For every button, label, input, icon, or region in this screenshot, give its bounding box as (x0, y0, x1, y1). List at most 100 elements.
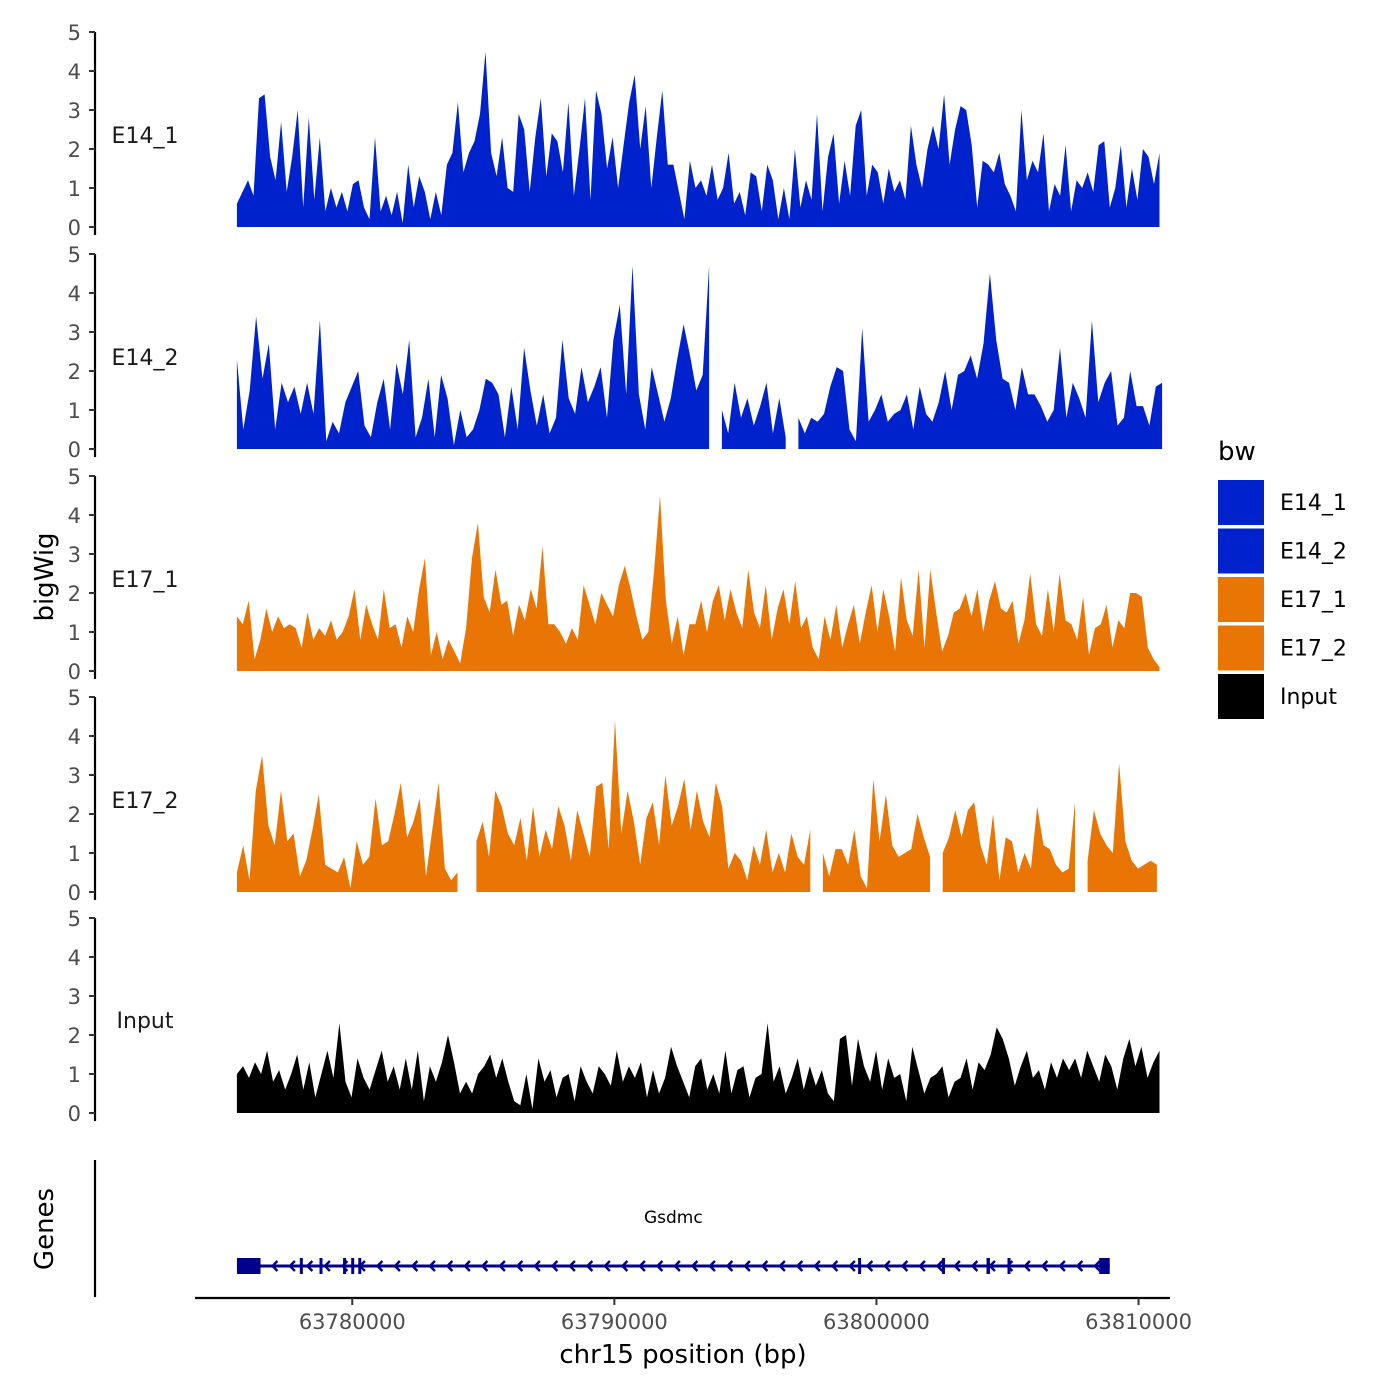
exon (351, 1258, 355, 1274)
y-tick-label: 5 (68, 21, 81, 45)
strand-arrow (935, 1260, 944, 1272)
strand-arrow (445, 1260, 454, 1272)
strand-arrow (918, 1260, 926, 1272)
y-tick-label: 0 (68, 881, 81, 905)
y-tick-label: 3 (68, 985, 81, 1009)
strand-arrow (848, 1260, 856, 1272)
strand-arrow (393, 1260, 401, 1272)
y-tick-label: 1 (68, 1063, 81, 1087)
y-tick-label: 1 (68, 177, 81, 201)
strand-arrow (813, 1260, 821, 1272)
legend-swatch (1218, 674, 1264, 719)
strand-arrow (1075, 1260, 1084, 1272)
strand-arrow (865, 1260, 874, 1272)
legend-label: Input (1280, 685, 1337, 710)
y-tick-label: 3 (68, 321, 81, 345)
exon (858, 1258, 862, 1274)
y-tick-label: 4 (68, 946, 81, 970)
strand-arrow (515, 1260, 524, 1272)
strand-arrow (708, 1260, 716, 1272)
legend: bw E14_1 E14_2 E17_1 E17_2 Input (1218, 437, 1347, 719)
coverage-area-E14_2 (236, 265, 1163, 449)
y-tick-label: 5 (68, 907, 81, 931)
exon (343, 1258, 347, 1274)
coverage-area-Input (236, 1023, 1160, 1113)
y-axis-title: bigWig (30, 532, 60, 621)
strand-arrow (603, 1260, 611, 1272)
exon (1099, 1258, 1110, 1274)
x-axis-title: chr15 position (bp) (559, 1340, 806, 1370)
strand-arrow (970, 1260, 979, 1272)
y-tick-label: 1 (68, 399, 81, 423)
legend-title: bw (1218, 437, 1256, 467)
strand-arrow (568, 1260, 576, 1272)
genes-track-title: Genes (30, 1188, 60, 1270)
strand-arrow (743, 1260, 751, 1272)
bigwig-panels: 0 1 2 3 4 5 E14_1 0 1 2 3 4 5 E14_2 0 1 2 3 4 5 E17_1 0 1 2 3 4 5 E… (68, 21, 1163, 1126)
strand-arrow (883, 1260, 891, 1272)
exon (941, 1258, 945, 1274)
track-label: E17_1 (112, 568, 179, 593)
y-tick-label: 3 (68, 764, 81, 788)
strand-arrow (550, 1260, 559, 1272)
gene-Gsdmc: Gsdmc (236, 1208, 1110, 1274)
exon (986, 1258, 990, 1274)
strand-arrow (795, 1260, 804, 1272)
exon (299, 1258, 303, 1274)
x-tick-label: 63790000 (561, 1310, 668, 1334)
strand-arrow (620, 1260, 629, 1272)
y-tick-label: 5 (68, 243, 81, 267)
y-tick-label: 0 (68, 438, 81, 462)
coverage-area-E17_1 (236, 495, 1160, 671)
y-tick-label: 4 (68, 282, 81, 306)
track-label: E14_1 (112, 124, 179, 149)
y-tick-label: 3 (68, 99, 81, 123)
x-tick-label: 63810000 (1085, 1310, 1192, 1334)
strand-arrow (323, 1260, 331, 1272)
strand-arrow (498, 1260, 506, 1272)
strand-arrow (953, 1260, 961, 1272)
strand-arrow (725, 1260, 734, 1272)
exon (236, 1258, 261, 1274)
track-label: E14_2 (112, 346, 179, 371)
track-panel-E14_1: 0 1 2 3 4 5 E14_1 (68, 21, 1160, 240)
strand-arrow (1005, 1260, 1014, 1272)
strand-arrow (900, 1260, 909, 1272)
coverage-area-E17_2 (236, 720, 1157, 892)
strand-arrow (270, 1260, 279, 1272)
y-tick-label: 2 (68, 582, 81, 606)
strand-arrow (410, 1260, 419, 1272)
gene-name-label: Gsdmc (644, 1208, 703, 1228)
y-tick-label: 4 (68, 725, 81, 749)
y-tick-label: 4 (68, 60, 81, 84)
legend-label: E14_2 (1280, 540, 1347, 565)
y-tick-label: 2 (68, 138, 81, 162)
strand-arrow (480, 1260, 489, 1272)
legend-label: E17_2 (1280, 637, 1347, 662)
strand-arrow (778, 1260, 786, 1272)
exon (319, 1258, 323, 1274)
strand-arrow (585, 1260, 594, 1272)
strand-arrow (1040, 1260, 1049, 1272)
track-panel-E14_2: 0 1 2 3 4 5 E14_2 (68, 243, 1163, 462)
strand-arrow (288, 1260, 296, 1272)
legend-swatch (1218, 528, 1264, 574)
y-tick-label: 0 (68, 1102, 81, 1126)
genes-track: Gsdmc (93, 1160, 1110, 1297)
exon (1007, 1258, 1011, 1274)
strand-arrow (673, 1260, 681, 1272)
y-tick-label: 2 (68, 803, 81, 827)
y-tick-label: 1 (68, 621, 81, 645)
y-tick-label: 1 (68, 842, 81, 866)
legend-label: E14_1 (1280, 491, 1347, 516)
legend-swatch (1218, 625, 1264, 671)
exon (358, 1258, 362, 1274)
strand-arrow (638, 1260, 646, 1272)
strand-arrow (655, 1260, 664, 1272)
y-tick-label: 4 (68, 504, 81, 528)
legend-swatch (1218, 480, 1264, 525)
y-tick-label: 2 (68, 360, 81, 384)
legend-label: E17_1 (1280, 588, 1347, 613)
legend-swatch (1218, 577, 1264, 622)
strand-arrow (760, 1260, 769, 1272)
